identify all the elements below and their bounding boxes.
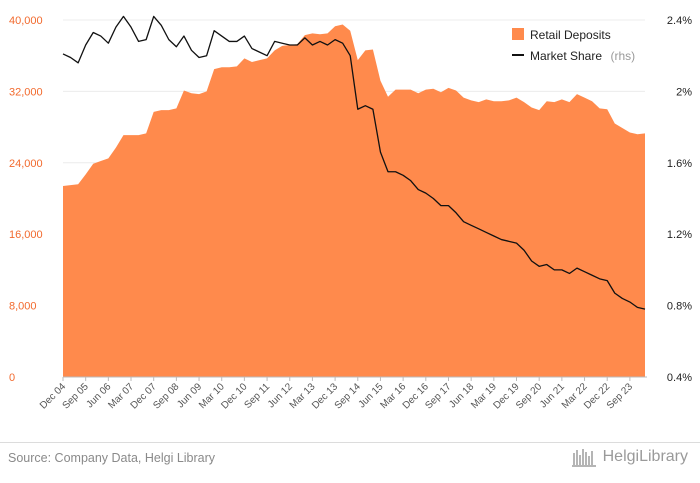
y-right-tick-label: 1.2%: [667, 229, 692, 241]
legend-label-market-share-suffix: (rhs): [610, 49, 635, 63]
library-icon: [571, 449, 596, 467]
x-tick-label: Sep 05: [61, 381, 91, 411]
x-tick-label: Sep 08: [151, 381, 181, 411]
y-left-tick-label: 0: [9, 372, 15, 384]
source-note: Source: Company Data, Helgi Library: [8, 451, 216, 465]
y-right-tick-label: 1.6%: [667, 158, 692, 170]
y-left-tick-label: 40,000: [9, 15, 43, 27]
retail-deposits-area-layer: [63, 24, 645, 378]
y-right-tick-label: 0.8%: [667, 301, 692, 313]
x-tick-label: Sep 23: [605, 381, 635, 411]
chart: 0 8,000 16,000 24,000 32,000 40,000 0.4% 0.8% 1…: [9, 15, 692, 412]
y-left-tick-label: 8,000: [9, 301, 37, 313]
y-right-tick-label: 0.4%: [667, 372, 692, 384]
right-y-axis: 0.4% 0.8% 1.2% 1.6% 2% 2.4%: [667, 15, 692, 384]
y-right-tick-label: 2%: [676, 86, 692, 98]
x-tick-label: Sep 20: [514, 381, 544, 411]
legend: Retail Deposits Market Share (rhs): [512, 28, 635, 64]
left-y-axis: 0 8,000 16,000 24,000 32,000 40,000: [9, 15, 43, 384]
market-share-line-layer: [62, 15, 646, 310]
y-left-tick-label: 32,000: [9, 86, 43, 98]
y-left-tick-label: 16,000: [9, 229, 43, 241]
brand-name: HelgiLibrary: [602, 448, 688, 465]
y-left-tick-label: 24,000: [9, 158, 43, 170]
market-share-line: [62, 15, 646, 310]
retail-deposits-area: [63, 24, 645, 378]
footer-divider: [0, 442, 700, 443]
legend-label-market-share-name: Market Share: [530, 49, 602, 63]
y-right-tick-label: 2.4%: [667, 15, 692, 27]
x-tick-label: Sep 14: [333, 381, 363, 411]
legend-swatch-retail-deposits: [512, 28, 524, 40]
brand-logo: HelgiLibrary: [571, 447, 688, 467]
legend-label-retail-deposits: Retail Deposits: [530, 28, 611, 42]
x-tick-label: Sep 17: [423, 381, 453, 411]
legend-label-market-share: Market Share (rhs): [530, 47, 635, 64]
x-tick-label: Sep 11: [243, 381, 273, 411]
